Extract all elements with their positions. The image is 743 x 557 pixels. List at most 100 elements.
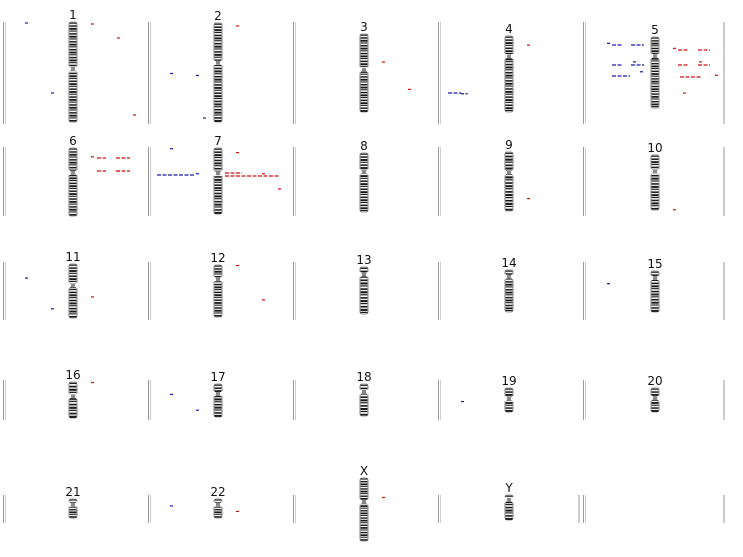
chromosome-band bbox=[505, 36, 513, 38]
chromosome-band bbox=[360, 536, 368, 538]
chromosome-9: 9 bbox=[504, 138, 531, 212]
chromosome-band bbox=[360, 65, 368, 67]
chromosome-band bbox=[214, 516, 222, 518]
chromosome-band bbox=[651, 93, 659, 95]
chromosome-band bbox=[360, 78, 368, 81]
chromosome-band bbox=[214, 181, 222, 183]
chromosome-band bbox=[505, 506, 513, 509]
centromere-core bbox=[653, 54, 657, 59]
chromosome-band bbox=[69, 391, 77, 393]
chromosome-band bbox=[214, 273, 222, 275]
chromosome-band bbox=[214, 70, 222, 73]
chromosome-20: 20 bbox=[647, 374, 663, 413]
chromosome-band bbox=[360, 193, 368, 195]
chromosome-band bbox=[360, 45, 368, 47]
chromosome-band bbox=[214, 40, 222, 42]
chromosome-label: 18 bbox=[356, 370, 371, 384]
chromosome-band bbox=[360, 55, 368, 58]
chromosome-12: 12 bbox=[210, 251, 266, 318]
chromosome-label: 15 bbox=[647, 257, 662, 271]
chromosome-label: 7 bbox=[214, 134, 222, 148]
chromosome-band bbox=[214, 31, 222, 34]
chromosome-band bbox=[214, 187, 222, 190]
chromosome-band bbox=[505, 402, 513, 404]
chromosome-band bbox=[360, 402, 368, 404]
chromosome-band bbox=[214, 84, 222, 86]
chromosome-label: 3 bbox=[360, 20, 368, 34]
chromosome-band bbox=[360, 175, 368, 178]
chromosome-band bbox=[505, 69, 513, 71]
chromosome-band bbox=[360, 164, 368, 166]
chromosome-11: 11 bbox=[25, 250, 95, 319]
chromosome-band bbox=[505, 104, 513, 107]
centromere-core bbox=[71, 283, 75, 288]
chromosome-band bbox=[69, 400, 77, 402]
chromosome-band bbox=[69, 88, 77, 90]
chromosome-band bbox=[214, 67, 222, 70]
chromosome-label: 20 bbox=[647, 374, 662, 388]
chromosome-band bbox=[505, 495, 513, 497]
chromosome-band bbox=[651, 166, 659, 169]
chromosome-label: 22 bbox=[210, 485, 225, 499]
chromosome-band bbox=[505, 281, 513, 283]
chromosome-band bbox=[651, 304, 659, 306]
chromosome-8: 8 bbox=[359, 139, 369, 213]
chromosome-band bbox=[360, 167, 368, 169]
chromosome-band bbox=[69, 278, 77, 281]
chromosome-band bbox=[69, 43, 77, 46]
chromosome-band bbox=[360, 302, 368, 305]
chromosome-band bbox=[69, 72, 77, 75]
chromosome-band bbox=[69, 153, 77, 156]
chromosome-band bbox=[505, 391, 513, 393]
chromosome-band bbox=[505, 52, 513, 55]
chromosome-band bbox=[360, 478, 368, 480]
chromosome-band bbox=[214, 312, 222, 314]
chromosome-band bbox=[69, 148, 77, 150]
chromosome-band bbox=[505, 283, 513, 286]
chromosome-label: 10 bbox=[647, 141, 662, 155]
chromosome-band bbox=[505, 291, 513, 294]
chromosome-band bbox=[360, 497, 368, 500]
chromosome-band bbox=[214, 53, 222, 56]
chromosome-band bbox=[214, 499, 222, 501]
centromere-core bbox=[362, 499, 366, 504]
chromosome-band bbox=[214, 73, 222, 75]
chromosome-band bbox=[505, 388, 513, 390]
chromosome-band bbox=[505, 270, 513, 272]
centromere-core bbox=[71, 170, 75, 175]
chromosome-band bbox=[69, 280, 77, 282]
chromosome-band bbox=[360, 207, 368, 210]
chromosome-band bbox=[651, 183, 659, 185]
chromosome-16: 16 bbox=[65, 368, 95, 419]
chromosome-band bbox=[69, 193, 77, 195]
chromosome-band bbox=[651, 279, 659, 281]
chromosome-band bbox=[69, 305, 77, 307]
chromosome-band bbox=[360, 387, 368, 390]
chromosome-band bbox=[505, 394, 513, 396]
chromosome-band bbox=[69, 214, 77, 216]
chromosome-band bbox=[214, 387, 222, 389]
chromosome-band bbox=[360, 37, 368, 39]
chromosome-band bbox=[69, 93, 77, 95]
chromosome-body bbox=[68, 147, 78, 217]
chromosome-band bbox=[214, 86, 222, 89]
chromosome-band bbox=[214, 37, 222, 40]
chromosome-y: Y bbox=[504, 481, 514, 521]
chromosome-band bbox=[505, 93, 513, 95]
chromosome-band bbox=[651, 180, 659, 182]
chromosome-body bbox=[213, 498, 223, 519]
chromosome-band bbox=[69, 75, 77, 78]
chromosome-body bbox=[213, 22, 223, 123]
chromosome-band bbox=[651, 282, 659, 285]
chromosome-band bbox=[360, 495, 368, 497]
chromosome-band bbox=[214, 304, 222, 306]
chromosome-band bbox=[214, 48, 222, 50]
chromosome-label: 14 bbox=[501, 256, 516, 270]
chromosome-band bbox=[651, 80, 659, 83]
chromosome-band bbox=[214, 294, 222, 297]
chromosome-band bbox=[69, 270, 77, 272]
chromosome-band bbox=[360, 510, 368, 512]
chromosome-label: 6 bbox=[69, 134, 77, 148]
chromosome-21: 21 bbox=[65, 485, 81, 519]
chromosome-band bbox=[360, 63, 368, 66]
